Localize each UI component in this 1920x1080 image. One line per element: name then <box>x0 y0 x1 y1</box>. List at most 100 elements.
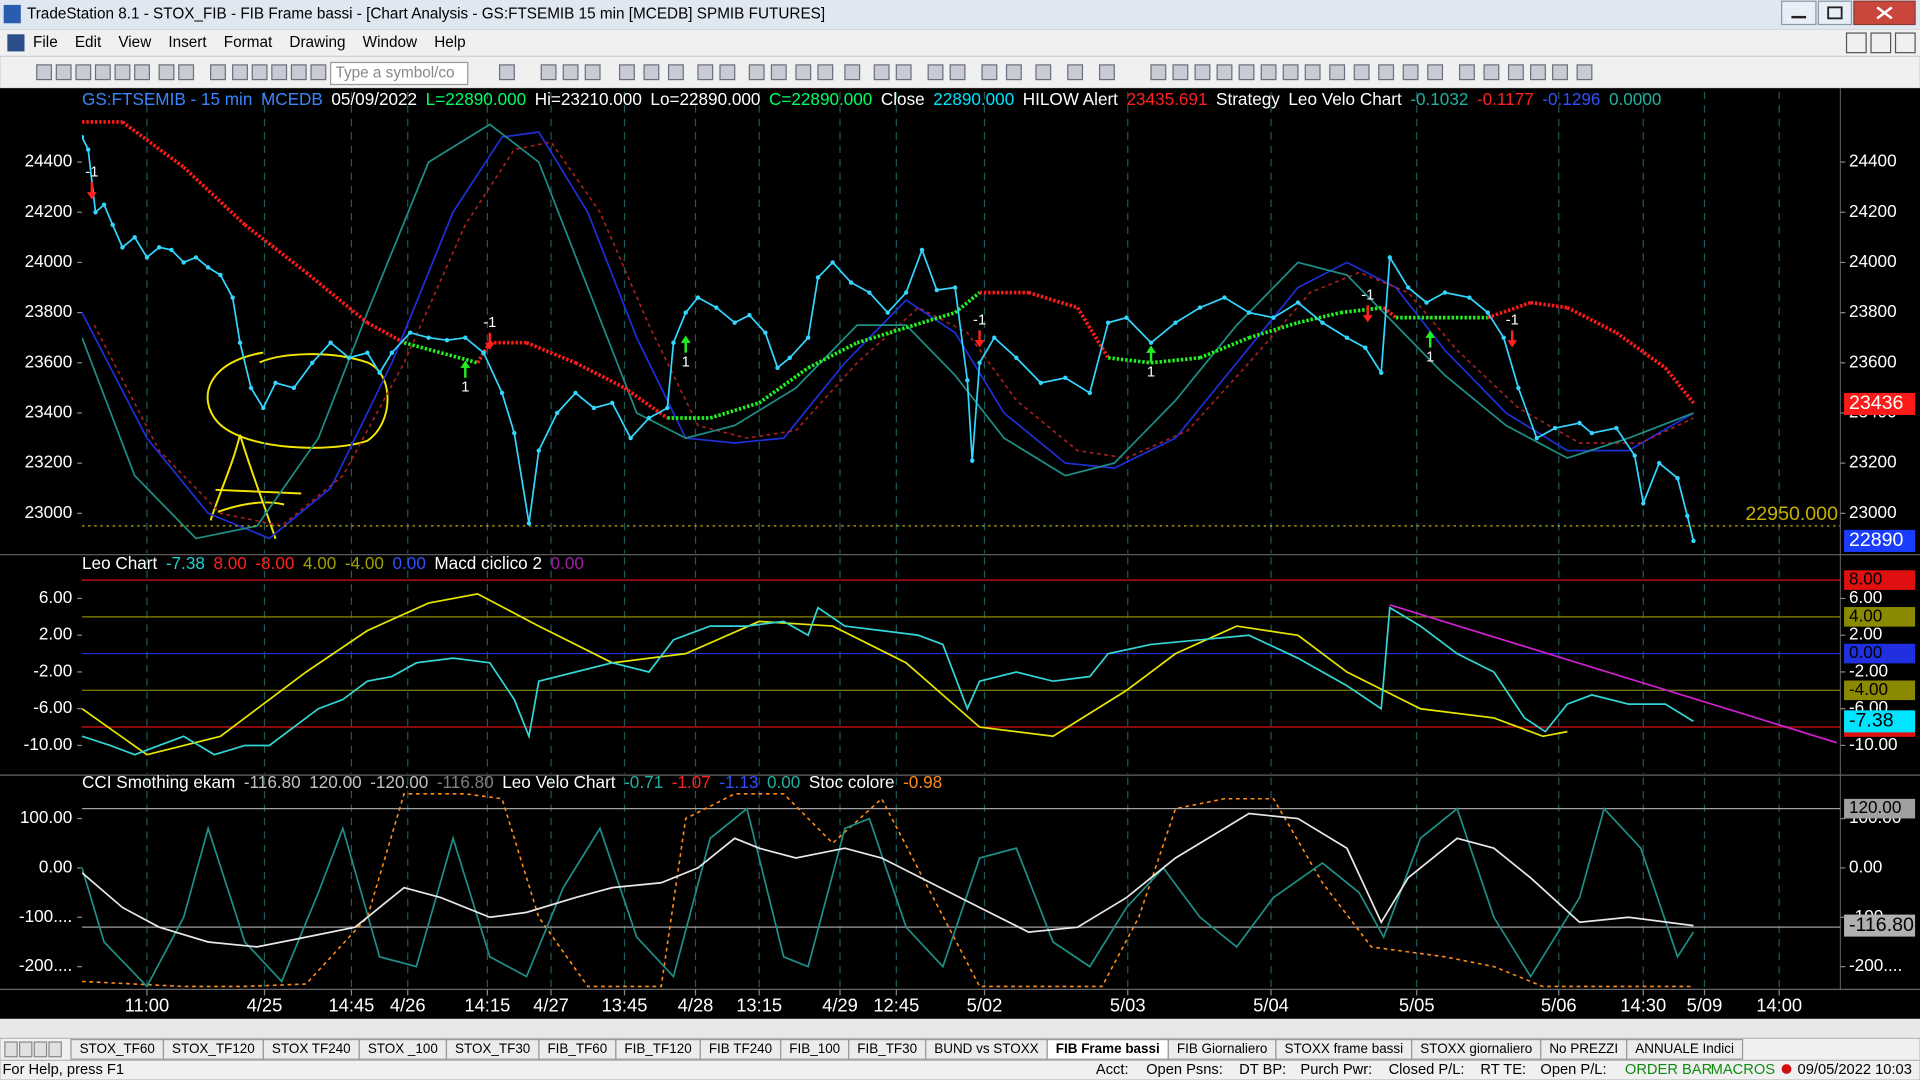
toolbar-icon[interactable] <box>251 64 268 81</box>
toolbar-icon[interactable] <box>1427 64 1444 81</box>
tab-label: FIB TF240 <box>709 1041 772 1056</box>
toolbar-icon[interactable] <box>1238 64 1255 81</box>
toolbar-icon[interactable] <box>1005 64 1022 81</box>
price-dot <box>481 350 486 355</box>
toolbar-icon[interactable] <box>584 64 601 81</box>
tab-label: STOXX giornaliero <box>1420 1041 1532 1056</box>
toolbar-icon[interactable] <box>36 64 53 81</box>
toolbar-icon[interactable] <box>1150 64 1167 81</box>
panel-header: -1.13 <box>719 772 758 792</box>
price-dot <box>747 312 752 318</box>
price-dot <box>291 385 297 391</box>
symbol-box[interactable] <box>330 61 469 86</box>
toolbar-icon[interactable] <box>719 64 736 81</box>
price-dot <box>646 415 652 421</box>
scrollbar[interactable] <box>0 1018 1920 1039</box>
indicator-segment <box>1199 336 1250 360</box>
toolbar-icon[interactable] <box>927 64 944 81</box>
toolbar-icon[interactable] <box>981 64 998 81</box>
toolbar-icon[interactable] <box>290 64 307 81</box>
indicator-segment <box>807 341 858 370</box>
toolbar-icon[interactable] <box>697 64 714 81</box>
menu-item[interactable]: Help <box>434 34 465 51</box>
y-tick-label: -100.... <box>19 906 72 926</box>
toolbar-icon[interactable] <box>1458 64 1475 81</box>
toolbar-icon[interactable] <box>178 64 195 81</box>
toolbar-icon[interactable] <box>1530 64 1546 81</box>
toolbar-icon[interactable] <box>618 64 635 81</box>
indicator-segment <box>1382 306 1398 320</box>
toolbar-icon[interactable] <box>748 64 765 81</box>
toolbar-icon[interactable] <box>55 64 72 81</box>
toolbar-icon[interactable] <box>540 64 557 81</box>
price-dot <box>1467 295 1472 300</box>
tab-nav[interactable] <box>18 1041 33 1058</box>
toolbar-icon[interactable] <box>158 64 175 81</box>
toolbar-icon[interactable] <box>643 64 660 81</box>
window-buttons[interactable] <box>1781 0 1916 26</box>
toolbar-icon[interactable] <box>1378 64 1395 81</box>
toolbar-icon[interactable] <box>75 64 92 81</box>
y-tick-label: 6.00 <box>39 587 72 607</box>
toolbar-icon[interactable] <box>1353 64 1370 81</box>
menu-item[interactable]: Edit <box>75 34 102 51</box>
toolbar-icon[interactable] <box>1172 64 1189 81</box>
toolbar-icon[interactable] <box>1483 64 1500 81</box>
toolbar-icon[interactable] <box>1216 64 1233 81</box>
toolbar-icon[interactable] <box>1329 64 1346 81</box>
toolbar-icon[interactable] <box>795 64 812 81</box>
toolbar-icon[interactable] <box>1098 64 1115 81</box>
toolbar-icon[interactable] <box>210 64 226 81</box>
price-dot <box>463 335 468 340</box>
tab-nav[interactable] <box>48 1041 62 1058</box>
toolbar-icon[interactable] <box>271 64 288 81</box>
toolbar-icon[interactable] <box>1067 64 1084 81</box>
toolbar-icon[interactable] <box>1576 64 1593 81</box>
toolbar-icon[interactable] <box>873 64 890 81</box>
signal-label: -1 <box>1506 312 1519 328</box>
toolbar-icon[interactable] <box>1035 64 1052 81</box>
toolbar-icon[interactable] <box>1282 64 1299 81</box>
tab[interactable] <box>1626 1038 1744 1060</box>
toolbar-icon[interactable] <box>667 64 684 81</box>
menu-item[interactable]: Window <box>363 34 418 51</box>
mdi-buttons[interactable] <box>1845 32 1916 54</box>
toolbar-icon[interactable] <box>770 64 787 81</box>
toolbar-icon[interactable] <box>1507 64 1524 81</box>
toolbar-icon[interactable] <box>562 64 579 81</box>
toolbar-icon[interactable] <box>232 64 248 81</box>
toolbar-icon[interactable] <box>949 64 966 81</box>
toolbar-icon[interactable] <box>1552 64 1568 81</box>
toolbar-icon[interactable] <box>134 64 150 81</box>
toolbar-icon[interactable] <box>498 64 515 81</box>
panel <box>82 777 1841 990</box>
toolbar-icon[interactable] <box>844 64 861 81</box>
panel-header: -116.80 <box>437 772 494 792</box>
toolbar-icon[interactable] <box>817 64 834 81</box>
toolbar-icon[interactable] <box>310 64 327 81</box>
menu-item[interactable]: View <box>118 34 152 51</box>
window-title: TradeStation 8.1 - STOX_FIB - FIB Frame … <box>27 6 825 23</box>
level-box <box>1844 607 1916 627</box>
y-tick-label-right: 23600 <box>1849 351 1897 371</box>
toolbar-icon[interactable] <box>1304 64 1321 81</box>
menu-item[interactable]: Insert <box>168 34 207 51</box>
menu-item[interactable]: File <box>33 34 58 51</box>
menu-item[interactable]: Drawing <box>289 34 345 51</box>
tab-label: STOX_TF120 <box>172 1041 255 1056</box>
menu-item[interactable]: Format <box>224 34 273 51</box>
indicator-segment <box>1340 305 1384 315</box>
y-tick-label: -200.... <box>19 955 72 975</box>
price-dot <box>1014 355 1019 360</box>
toolbar-icon[interactable] <box>114 64 131 81</box>
toolbar-icon[interactable] <box>895 64 912 81</box>
indicator-segment <box>1075 306 1110 359</box>
toolbar-icon[interactable] <box>1260 64 1277 81</box>
price-dot <box>444 338 450 343</box>
toolbar-icon[interactable] <box>1402 64 1419 81</box>
tab-nav[interactable] <box>4 1041 18 1058</box>
price-dot <box>665 405 670 411</box>
tab-nav[interactable] <box>33 1041 48 1058</box>
toolbar-icon[interactable] <box>1194 64 1211 81</box>
toolbar-icon[interactable] <box>94 64 111 81</box>
